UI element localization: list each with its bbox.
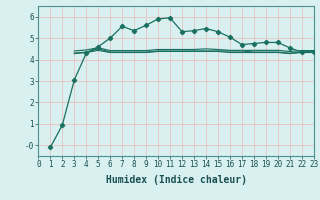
X-axis label: Humidex (Indice chaleur): Humidex (Indice chaleur) — [106, 175, 246, 185]
